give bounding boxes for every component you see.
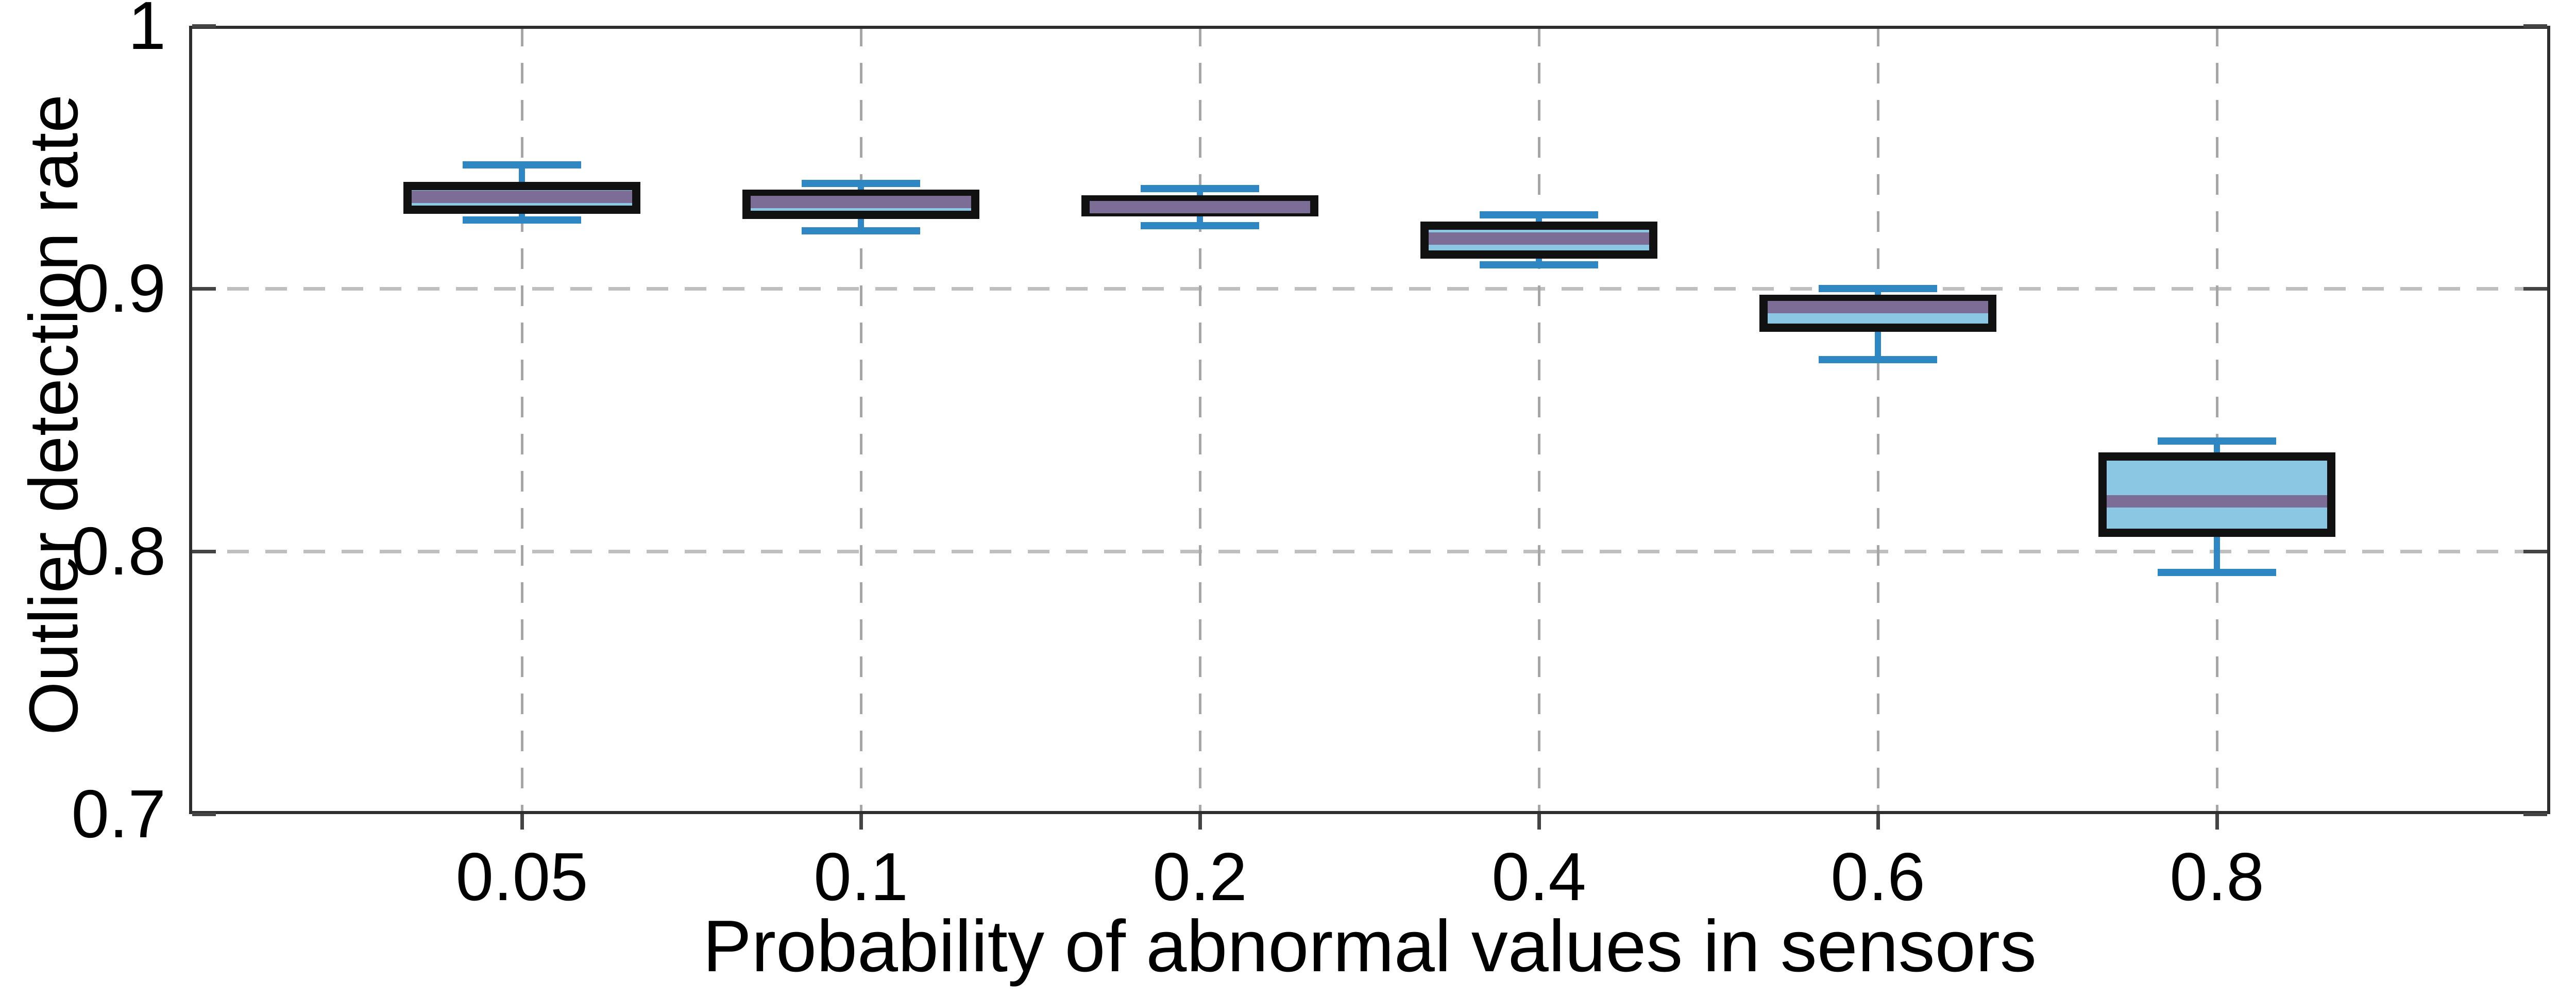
x-axis-tick — [2215, 814, 2219, 830]
upper-whisker-stem — [519, 165, 525, 187]
y-axis-tick-right — [2523, 812, 2547, 816]
lower-whisker-cap — [463, 216, 581, 224]
lower-whisker-cap — [802, 227, 920, 234]
vertical-gridline — [859, 26, 862, 814]
lower-whisker-cap — [1819, 356, 1937, 363]
upper-whisker-cap — [802, 180, 920, 187]
x-tick-label: 0.6 — [1831, 839, 1925, 915]
x-axis-tick — [1876, 814, 1880, 830]
x-axis-tick — [520, 814, 524, 830]
y-axis-tick-right — [2523, 549, 2547, 553]
y-axis-tick-right — [2523, 24, 2547, 28]
y-tick-label: 1 — [128, 0, 166, 63]
vertical-gridline — [1876, 26, 1879, 814]
y-axis-tick — [192, 812, 216, 816]
x-axis-tick — [1198, 814, 1202, 830]
x-tick-label: 0.8 — [2170, 839, 2264, 915]
y-axis-tick — [192, 24, 216, 28]
x-tick-label: 0.05 — [455, 839, 588, 915]
vertical-gridline — [1537, 26, 1540, 814]
lower-whisker-cap — [1141, 222, 1259, 229]
y-tick-label: 0.7 — [71, 776, 166, 852]
lower-whisker-stem — [1875, 328, 1881, 360]
horizontal-gridline — [189, 286, 2550, 291]
y-tick-label: 0.9 — [71, 250, 166, 326]
y-tick-label: 0.8 — [71, 513, 166, 589]
upper-whisker-cap — [2158, 437, 2276, 445]
x-tick-label: 0.4 — [1492, 839, 1586, 915]
horizontal-gridline — [189, 549, 2550, 553]
median-line — [412, 190, 632, 203]
median-line — [751, 195, 971, 208]
median-line — [1429, 232, 1649, 245]
x-tick-label: 0.2 — [1153, 839, 1247, 915]
median-line — [1768, 300, 1988, 313]
lower-whisker-cap — [2158, 568, 2276, 576]
median-line — [2107, 495, 2327, 508]
median-line — [1090, 200, 1310, 213]
y-axis-tick — [192, 286, 216, 291]
vertical-gridline — [520, 26, 523, 814]
lower-whisker-cap — [1480, 261, 1598, 269]
iqr-box — [2098, 452, 2335, 537]
x-axis-tick — [859, 814, 863, 830]
upper-whisker-cap — [1480, 211, 1598, 219]
x-axis-tick — [1537, 814, 1541, 830]
vertical-gridline — [1198, 26, 1201, 814]
y-axis-tick-right — [2523, 286, 2547, 291]
y-axis-title: Outlier detection rate — [15, 94, 92, 735]
x-tick-label: 0.1 — [814, 839, 908, 915]
y-axis-tick — [192, 549, 216, 553]
upper-whisker-cap — [1141, 185, 1259, 193]
lower-whisker-stem — [2214, 533, 2220, 572]
plot-area-border — [189, 26, 2550, 814]
x-axis-title: Probability of abnormal values in sensor… — [703, 905, 2037, 987]
upper-whisker-cap — [463, 161, 581, 169]
upper-whisker-cap — [1819, 285, 1937, 292]
vertical-gridline — [2215, 26, 2218, 814]
